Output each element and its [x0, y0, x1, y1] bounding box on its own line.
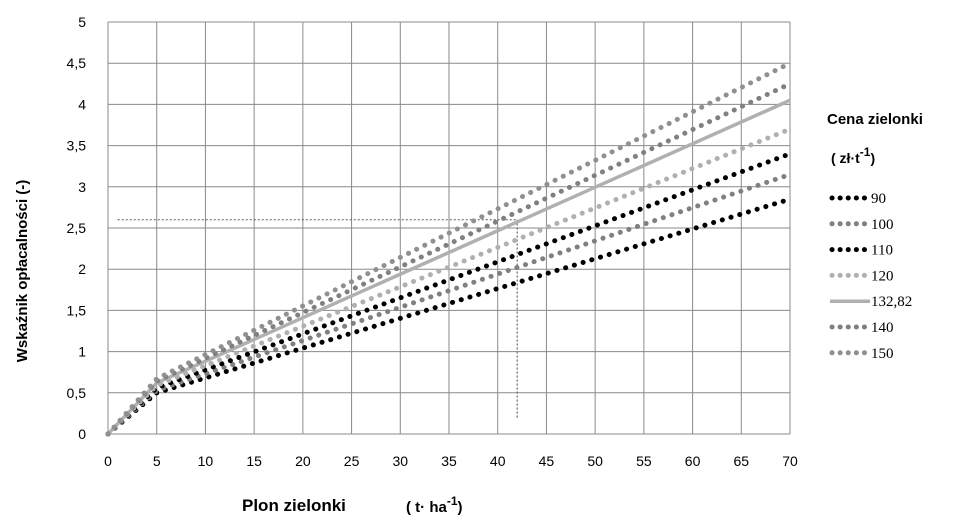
- y-axis-title: Wskaźnik opłacalności (-): [14, 180, 31, 363]
- x-tick-label: 0: [104, 453, 112, 469]
- series-layer: [105, 60, 793, 437]
- x-tick-label: 70: [782, 453, 798, 469]
- legend-label: 140: [871, 320, 894, 336]
- y-tick-label: 2,5: [67, 220, 87, 236]
- x-tick-label: 35: [441, 453, 457, 469]
- legend-label: 150: [871, 346, 894, 362]
- y-tick-label: 3: [78, 179, 86, 195]
- y-tick-label: 1,5: [67, 302, 87, 318]
- x-tick-label: 60: [685, 453, 701, 469]
- x-tick-label: 20: [295, 453, 311, 469]
- x-tick-label: 10: [198, 453, 214, 469]
- x-tick-label: 15: [246, 453, 262, 469]
- x-tick-label: 25: [344, 453, 360, 469]
- y-tick-label: 1: [78, 344, 86, 360]
- x-tick-label: 45: [539, 453, 555, 469]
- y-tick-label: 0,5: [67, 385, 87, 401]
- y-tick-label: 4,5: [67, 55, 87, 71]
- series-line-150: [105, 60, 793, 437]
- x-tick-label: 5: [153, 453, 161, 469]
- legend-unit: ( zł·t-1): [831, 145, 875, 166]
- legend-label: 90: [871, 191, 886, 207]
- x-tick-label: 30: [392, 453, 408, 469]
- series-line-110: [105, 151, 793, 437]
- y-tick-label: 2: [78, 261, 86, 277]
- x-tick-label: 55: [636, 453, 652, 469]
- legend-label: 100: [871, 217, 894, 233]
- y-tick-label: 0: [78, 426, 86, 442]
- y-tick-label: 3,5: [67, 138, 87, 154]
- legend: 90 100 110 120 132,82 140 150: [829, 191, 912, 362]
- x-axis-unit: ( t· ha-1): [406, 494, 463, 516]
- legend-label: 132,82: [871, 294, 912, 310]
- y-tick-label: 5: [78, 14, 86, 30]
- legend-label: 120: [871, 268, 894, 284]
- x-tick-label: 40: [490, 453, 506, 469]
- grid: [107, 21, 791, 435]
- x-axis-title: Plon zielonki: [242, 496, 346, 515]
- legend-title: Cena zielonki: [827, 111, 923, 128]
- legend-label: 110: [871, 243, 893, 259]
- y-tick-labels: 0 0,5 1 1,5 2 2,5 3 3,5 4 4,5 5: [67, 14, 87, 442]
- x-tick-label: 65: [733, 453, 749, 469]
- y-tick-label: 4: [78, 96, 86, 112]
- reference-lines: [117, 219, 518, 418]
- x-tick-labels: 0 5 10 15 20 25 30 35 40 45 50 55 60 65 70: [104, 453, 798, 469]
- x-tick-label: 50: [587, 453, 603, 469]
